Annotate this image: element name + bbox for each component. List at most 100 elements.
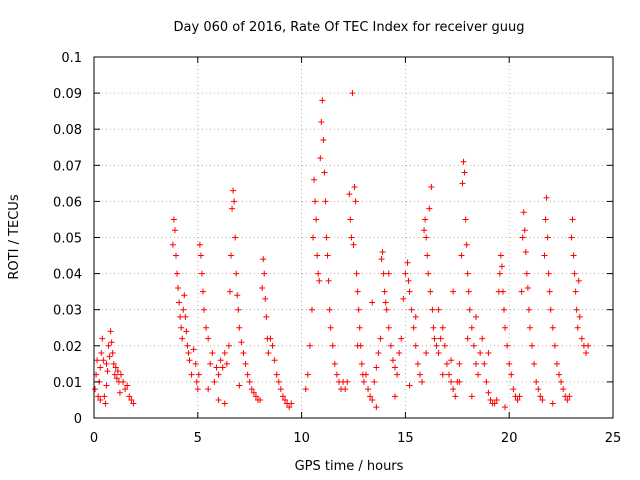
data-point (378, 256, 385, 263)
x-tick-label: 5 (194, 431, 202, 446)
x-tick-label: 15 (397, 431, 414, 446)
data-point (109, 350, 116, 357)
data-point (545, 270, 552, 277)
data-point (223, 360, 230, 367)
data-point (306, 342, 313, 349)
data-point (423, 234, 430, 241)
data-point (431, 335, 438, 342)
data-point (194, 386, 201, 393)
data-point (400, 295, 407, 302)
data-point (362, 371, 369, 378)
data-point (240, 350, 247, 357)
data-point (329, 342, 336, 349)
data-point (234, 292, 241, 299)
data-point (402, 270, 409, 277)
data-point (462, 216, 469, 223)
data-point (458, 252, 465, 259)
data-point (387, 342, 394, 349)
data-point (419, 378, 426, 385)
data-point (425, 270, 432, 277)
data-point (350, 241, 357, 248)
y-tick-label: 0.07 (53, 159, 82, 174)
data-point (313, 216, 320, 223)
data-point (421, 227, 428, 234)
data-point (229, 205, 236, 212)
data-point (430, 324, 437, 331)
data-point (427, 288, 434, 295)
data-point (553, 360, 560, 367)
data-point (547, 306, 554, 313)
data-point (122, 386, 129, 393)
data-point (232, 234, 239, 241)
data-point (571, 270, 578, 277)
data-point (259, 285, 266, 292)
data-point (369, 396, 376, 403)
data-point (392, 393, 399, 400)
data-point (117, 371, 124, 378)
y-tick-label: 0.08 (53, 123, 82, 138)
data-point (479, 335, 486, 342)
data-point (106, 353, 113, 360)
data-point (448, 378, 455, 385)
data-point (219, 364, 226, 371)
axis-ticks (93, 56, 614, 419)
data-point (331, 360, 338, 367)
data-point (184, 342, 191, 349)
data-point (516, 393, 523, 400)
data-point (491, 400, 498, 407)
data-point (435, 306, 442, 313)
data-point (105, 342, 112, 349)
data-point (485, 389, 492, 396)
y-tick-label: 0 (74, 412, 82, 427)
data-point (205, 335, 212, 342)
data-point (288, 400, 295, 407)
data-point (502, 324, 509, 331)
data-point (257, 396, 264, 403)
data-point (221, 350, 228, 357)
data-point (175, 285, 182, 292)
data-point (394, 371, 401, 378)
data-point (475, 371, 482, 378)
data-point (441, 342, 448, 349)
data-point (493, 396, 500, 403)
data-point (468, 393, 475, 400)
x-tick-label: 0 (90, 431, 98, 446)
data-point (321, 169, 328, 176)
data-point (180, 306, 187, 313)
data-point (312, 198, 319, 205)
data-point (371, 378, 378, 385)
data-point (583, 350, 590, 357)
data-point (348, 234, 355, 241)
data-point (498, 263, 505, 270)
data-point (541, 252, 548, 259)
data-point (472, 360, 479, 367)
data-point (526, 324, 533, 331)
data-point (585, 342, 592, 349)
data-point (502, 404, 509, 411)
data-point (124, 382, 131, 389)
data-point (360, 378, 367, 385)
data-points (92, 90, 592, 411)
data-point (355, 306, 362, 313)
y-tick-label: 0.01 (53, 376, 82, 391)
data-point (382, 299, 389, 306)
data-point (439, 324, 446, 331)
data-point (435, 350, 442, 357)
data-point (465, 288, 472, 295)
data-point (108, 339, 115, 346)
data-point (464, 270, 471, 277)
data-point (543, 194, 550, 201)
data-point (416, 371, 423, 378)
data-point (569, 216, 576, 223)
data-point (323, 234, 330, 241)
data-point (525, 306, 532, 313)
data-point (460, 158, 467, 165)
data-point (250, 389, 257, 396)
tick-labels: 0 5 10 15 20 25 0 0.01 0.02 0.03 0.04 0.05 0.06 0.07 0… (53, 51, 621, 446)
data-point (414, 360, 421, 367)
data-point (228, 252, 235, 259)
data-point (439, 371, 446, 378)
data-point (319, 97, 326, 104)
data-point (510, 386, 517, 393)
